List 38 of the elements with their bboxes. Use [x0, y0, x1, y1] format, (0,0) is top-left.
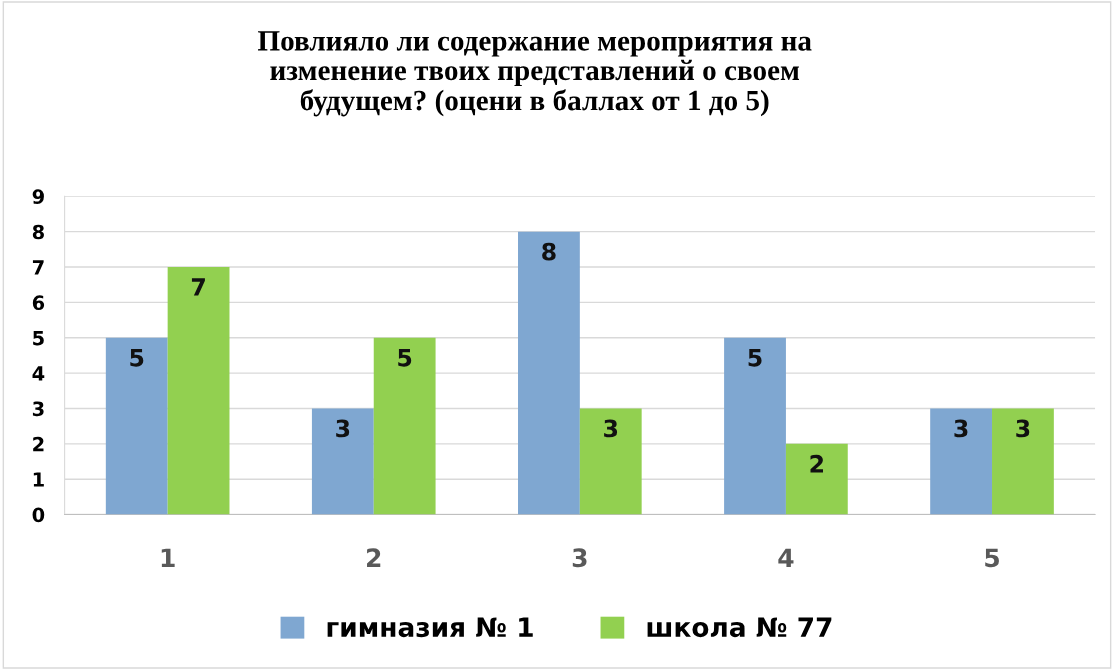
- data-label: 3: [954, 419, 968, 438]
- bar: [373, 337, 436, 515]
- x-tick-label: 3: [572, 548, 587, 568]
- x-tick-label: 2: [367, 548, 381, 567]
- chart-title: Повлияло ли содержание мероприятия на изменение твоих представлений о своем будущем? (оцени в баллах от 1 до 5): [258, 31, 812, 117]
- legend-label: гимназия № 1: [327, 617, 533, 638]
- bar: [992, 408, 1054, 515]
- bar: [311, 408, 374, 515]
- x-tick-label: 1: [161, 548, 175, 567]
- x-tick-label: 4: [778, 548, 794, 567]
- y-tick-label: 3: [32, 401, 44, 417]
- y-tick-label: 4: [32, 366, 45, 381]
- data-label: 5: [130, 349, 144, 367]
- y-tick-label: 9: [32, 189, 44, 204]
- x-tick-label: 5: [985, 548, 999, 568]
- bar: [724, 337, 786, 515]
- y-tick-label: 2: [33, 436, 44, 452]
- legend-label: школа № 77: [647, 617, 832, 638]
- bar: [105, 337, 168, 515]
- y-tick-label: 5: [33, 330, 44, 346]
- data-label: 3: [336, 419, 350, 438]
- y-tick-label: 0: [32, 507, 45, 523]
- bar: [579, 408, 642, 515]
- bar: [518, 231, 580, 515]
- bar: [167, 267, 230, 515]
- y-tick-label: 6: [32, 295, 45, 311]
- data-label: 5: [398, 349, 412, 367]
- bar: [785, 443, 848, 515]
- y-tick-label: 8: [32, 224, 44, 240]
- data-label: 5: [748, 349, 762, 367]
- data-label: 8: [542, 242, 556, 261]
- data-label: 2: [810, 454, 823, 473]
- data-label: 3: [604, 419, 618, 438]
- y-tick-label: 1: [33, 472, 44, 487]
- data-label: 3: [1016, 419, 1030, 438]
- y-tick-label: 7: [32, 260, 44, 275]
- bar: [930, 408, 993, 515]
- data-label: 7: [191, 278, 205, 296]
